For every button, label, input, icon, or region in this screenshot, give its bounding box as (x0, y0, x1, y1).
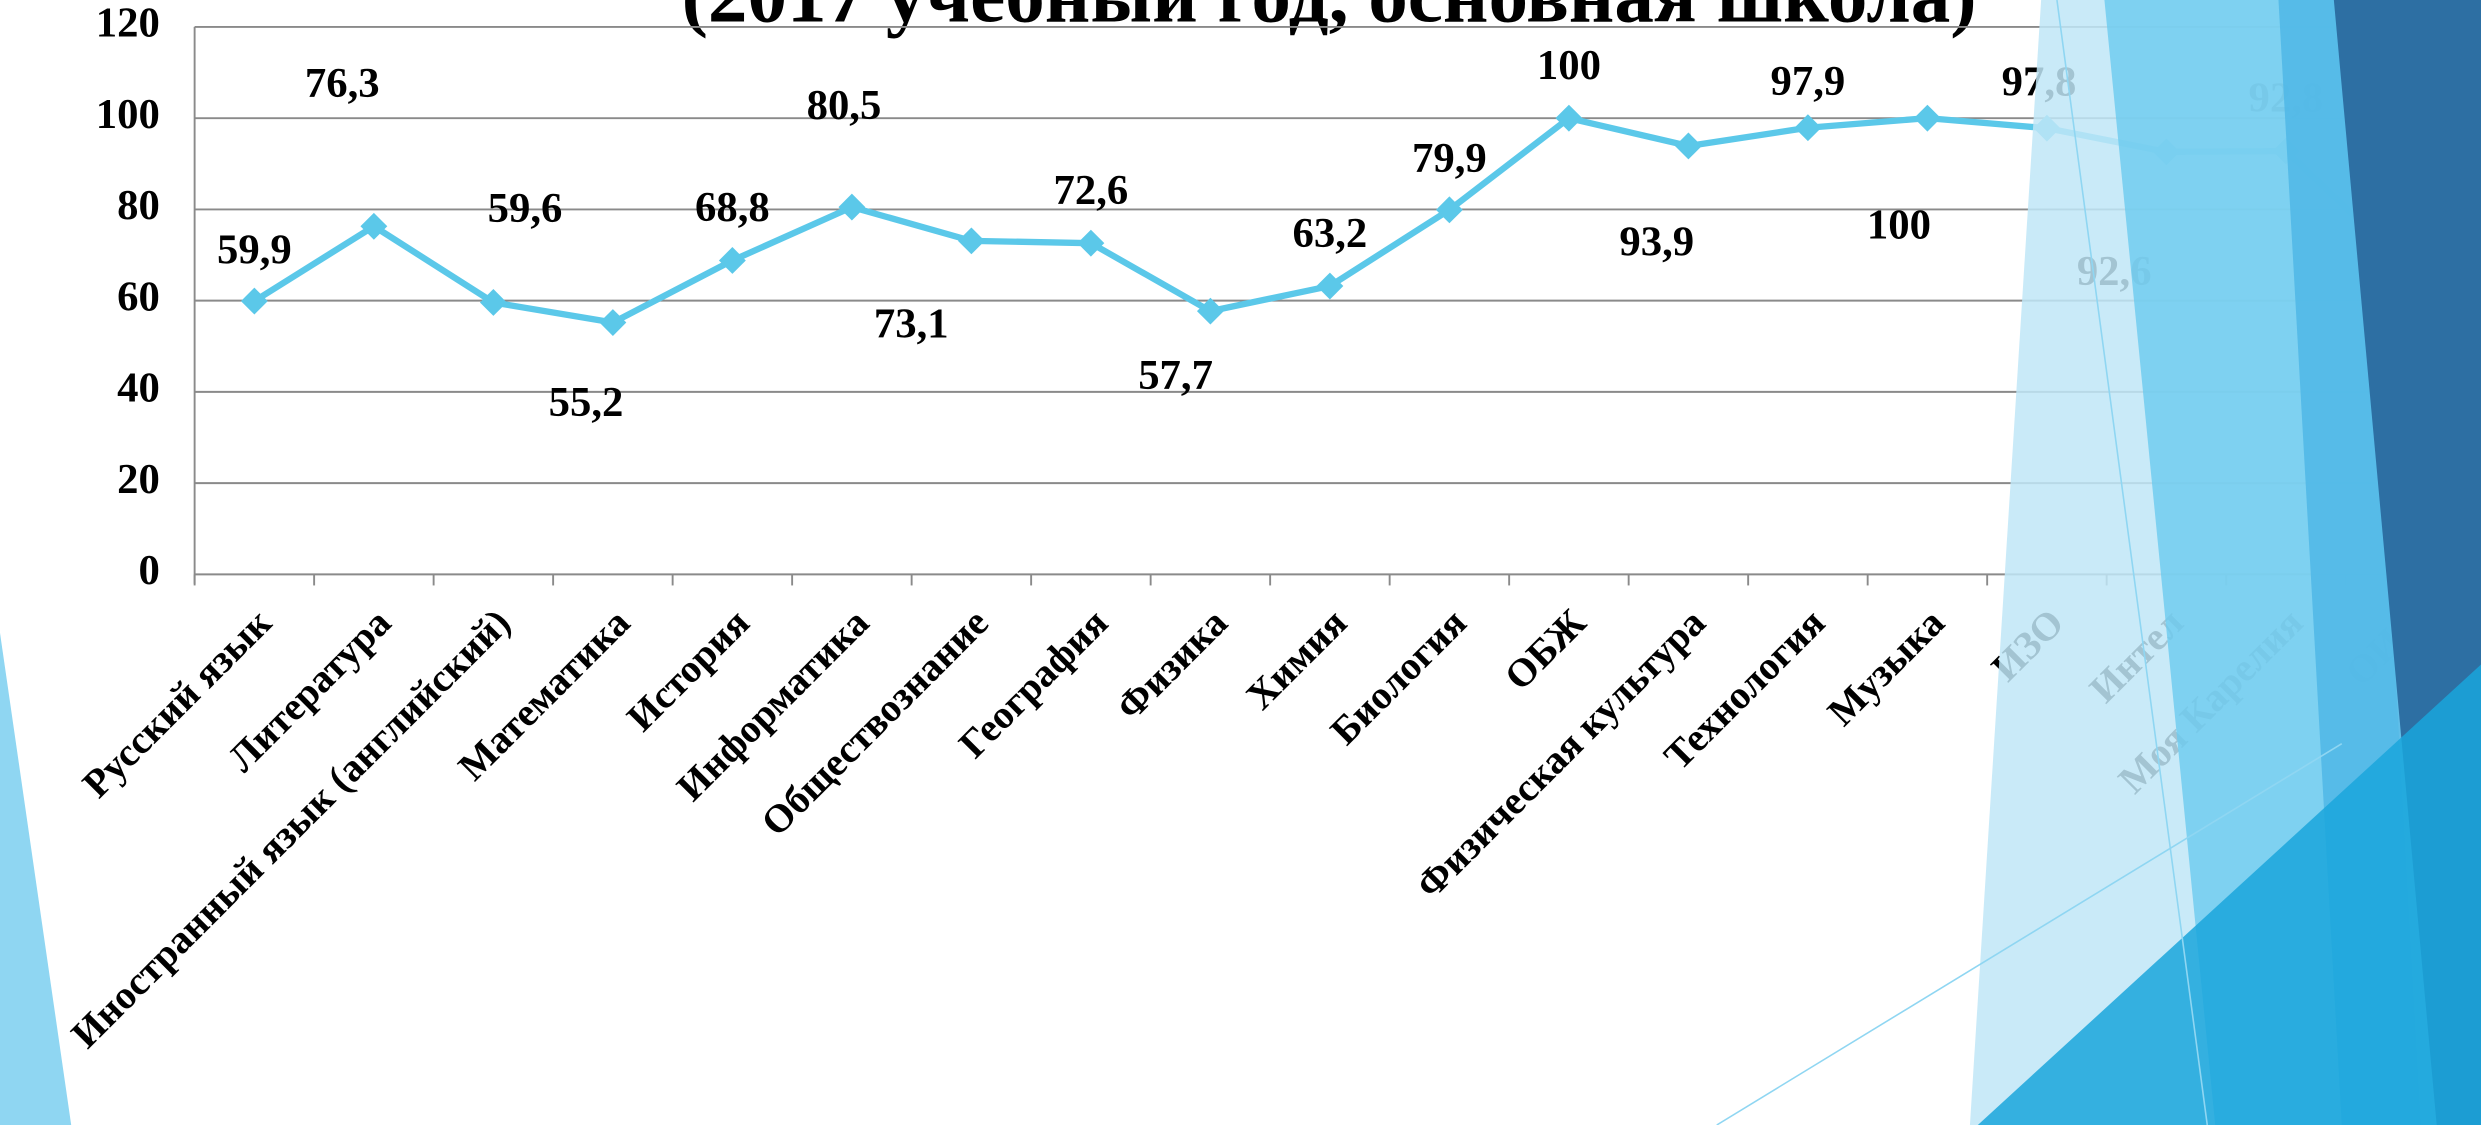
x-tick-label: Обществознание (753, 600, 997, 844)
data-label: 59,6 (488, 185, 563, 232)
data-point (599, 309, 626, 336)
x-tick-label: ОБЖ (1496, 600, 1595, 699)
data-point (719, 247, 746, 274)
data-label: 73,1 (874, 301, 949, 348)
decor-shape (0, 633, 71, 1125)
data-label: 100 (1867, 202, 1931, 249)
data-label: 57,7 (1138, 352, 1213, 399)
data-label: 68,8 (695, 184, 770, 231)
data-label: 100 (1537, 42, 1601, 89)
data-label: 97,9 (1771, 58, 1846, 105)
data-label: 63,2 (1293, 210, 1368, 257)
data-point (958, 227, 985, 254)
y-tick-label: 40 (117, 365, 160, 412)
y-tick-label: 20 (117, 456, 160, 503)
data-label: 55,2 (549, 379, 624, 426)
chart: (2017 учебный год, основная школа) 0 20 40… (0, 0, 2481, 1125)
chart-title: (2017 учебный год, основная школа) (682, 0, 1977, 39)
y-tick-label: 60 (117, 273, 160, 320)
data-point (1914, 105, 1941, 132)
x-tick-label: Химия (1238, 600, 1356, 718)
data-point (1077, 230, 1104, 257)
page: {"chart_data": {"type": "line", "title":… (0, 0, 2481, 1125)
x-tick-label: Иностранный язык (английский) (63, 600, 519, 1056)
data-label: 79,9 (1412, 135, 1487, 182)
y-tick-label: 0 (138, 547, 159, 594)
y-tick-label: 120 (96, 0, 160, 47)
decoration (0, 0, 2481, 1125)
y-tick-label: 80 (117, 182, 160, 229)
y-tick-label: 100 (96, 91, 160, 138)
data-label: 93,9 (1619, 218, 1694, 265)
x-tick-label: Музыка (1819, 600, 1953, 734)
data-label: 72,6 (1054, 167, 1129, 214)
data-label: 76,3 (305, 60, 380, 107)
x-tick-label: Физика (1108, 600, 1236, 728)
data-label: 59,9 (217, 226, 292, 273)
data-point (1675, 133, 1702, 160)
data-point (838, 194, 865, 221)
data-label: 80,5 (807, 82, 882, 129)
data-point (1197, 298, 1224, 325)
